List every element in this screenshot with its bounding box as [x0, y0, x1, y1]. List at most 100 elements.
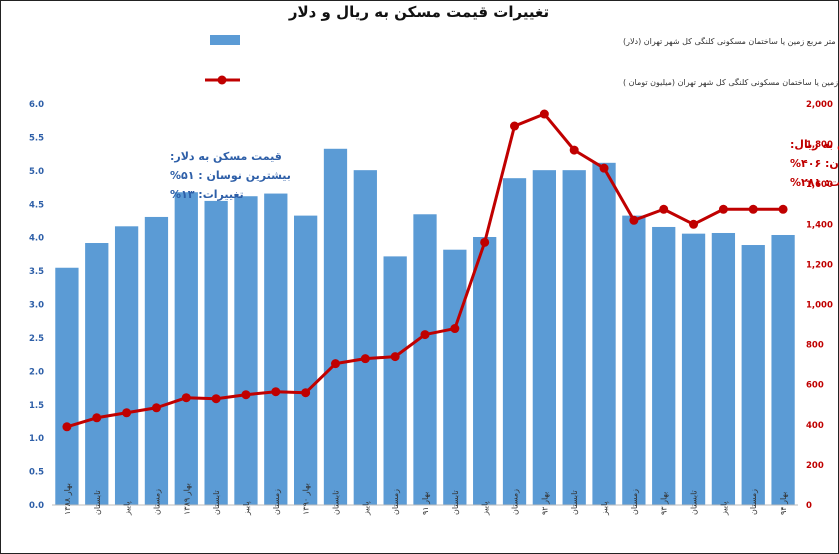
- bar-series: [55, 148, 795, 506]
- annotation-dollar-title: قیمت مسکن به دلار:: [170, 150, 282, 163]
- right-axis-tick-label: 1,000: [806, 301, 833, 311]
- annotation-rial-line2: تغییرات: ۲۸۱%: [790, 176, 839, 189]
- legend-bar-swatch: [210, 35, 240, 45]
- bar: [502, 178, 527, 505]
- line-point: [301, 388, 311, 398]
- line-point: [748, 204, 758, 214]
- left-axis-tick-label: 1.0: [29, 434, 44, 444]
- right-axis-tick-label: 1,400: [806, 220, 833, 230]
- line-point: [420, 330, 430, 340]
- line-point: [92, 413, 102, 423]
- bar: [204, 200, 228, 506]
- line-point: [62, 422, 72, 432]
- left-axis-tick-label: 2.0: [29, 367, 44, 377]
- bar: [473, 236, 497, 505]
- line-point: [211, 394, 221, 404]
- line-point: [629, 215, 639, 225]
- bar: [771, 234, 795, 505]
- bar: [323, 148, 348, 506]
- line-point: [360, 354, 370, 364]
- x-tick-label: بهار ۱۳۸۹: [182, 483, 191, 515]
- bar: [652, 226, 676, 505]
- annotation-rial-title: قیمت مسکن به ریال:: [790, 138, 839, 151]
- left-axis-tick-label: 0.5: [29, 468, 44, 478]
- x-tick-label: پاییز: [719, 501, 728, 516]
- line-point: [778, 204, 788, 214]
- left-axis-tick-label: 0.0: [29, 501, 44, 511]
- x-tick-label: زمستان: [630, 489, 639, 515]
- line-point: [271, 387, 281, 397]
- bar: [592, 162, 616, 505]
- x-tick-label: پاییز: [242, 501, 251, 516]
- x-tick-label: تابستان: [331, 490, 340, 515]
- line-point: [659, 204, 669, 214]
- bar: [353, 170, 377, 506]
- x-tick-label: زمستان: [272, 489, 281, 515]
- line-point: [510, 121, 520, 131]
- bar: [532, 170, 556, 506]
- line-point: [241, 390, 251, 400]
- line-point: [599, 163, 609, 173]
- legend-bar-label: میانگین فروش یک متر مربع زمین یا ساختمان…: [623, 36, 839, 46]
- x-tick-label: بهار ۱۳۸۸: [63, 483, 72, 515]
- bar: [681, 233, 706, 505]
- chart-title: تغییرات قیمت مسکن به ریال و دلار: [288, 3, 549, 21]
- right-axis-tick-label: 1,200: [806, 260, 833, 270]
- right-axis-tick-label: 800: [806, 341, 824, 351]
- line-point: [689, 219, 699, 229]
- bar: [144, 216, 169, 505]
- line-point: [569, 145, 579, 155]
- bar: [55, 267, 79, 505]
- line-series: [62, 109, 788, 432]
- bar: [174, 192, 198, 505]
- x-tick-label: بهار ۹۳: [660, 492, 669, 515]
- right-axis-tick-label: 2,000: [806, 100, 833, 110]
- right-axis-tick-label: 1,600: [806, 180, 833, 190]
- left-axis-tick-label: 3.5: [29, 267, 44, 277]
- right-axis-tick-label: 400: [806, 421, 824, 431]
- left-axis-tick-label: 2.5: [29, 334, 44, 344]
- bar: [562, 170, 586, 506]
- x-tick-label: پاییز: [361, 501, 370, 516]
- x-tick-label: تابستان: [212, 490, 221, 515]
- bar: [85, 243, 109, 505]
- x-tick-label: بهار ۹۴: [779, 492, 788, 515]
- line-point: [151, 403, 161, 413]
- annotation-rial: قیمت مسکن به ریال: بیشترین نوسان: ۴۰۶% ت…: [790, 138, 839, 189]
- line-point: [480, 237, 490, 247]
- x-tick-label: تابستان: [690, 490, 699, 515]
- legend: میانگین فروش یک متر مربع زمین یا ساختمان…: [205, 35, 839, 87]
- line-point: [390, 352, 400, 362]
- line-point: [450, 324, 460, 334]
- x-tick-label: پاییز: [600, 501, 609, 516]
- line-point: [122, 408, 132, 418]
- x-tick-label: زمستان: [749, 489, 758, 515]
- left-axis-tick-label: 5.0: [29, 167, 44, 177]
- x-tick-label: بهار ۹۲: [540, 492, 549, 515]
- x-tick-label: بهار ۹۱: [421, 492, 430, 515]
- left-axis-tick-label: 4.5: [29, 200, 44, 210]
- bar: [264, 193, 288, 505]
- x-tick-label: بهار ۱۳۹۰: [302, 483, 311, 515]
- right-axis-tick-label: 200: [806, 461, 824, 471]
- bar: [413, 214, 437, 505]
- right-axis: 0 200 400 600 800 1,000 1,200 1,400 1,600 1,800 2,…: [806, 100, 833, 511]
- right-axis-tick-label: 1,800: [806, 140, 833, 150]
- x-tick-label: تابستان: [93, 490, 102, 515]
- line-point: [330, 359, 340, 369]
- left-axis-tick-label: 3.0: [29, 301, 44, 311]
- x-tick-label: زمستان: [511, 489, 520, 515]
- line-point: [718, 204, 728, 214]
- left-axis-tick-label: 1.5: [29, 401, 44, 411]
- legend-line-label: میانگین فروش یک متر مربع زمین یا ساختمان…: [623, 77, 839, 87]
- bar: [383, 256, 407, 505]
- x-tick-label: پاییز: [481, 501, 490, 516]
- bar: [114, 226, 139, 505]
- bar: [443, 249, 467, 505]
- x-tick-label: پاییز: [123, 501, 132, 516]
- left-axis: 0.0 0.5 1.0 1.5 2.0 2.5 3.0 3.5 4.0 4.5 5.0 5.5 6.0: [29, 100, 44, 511]
- bar: [234, 196, 258, 506]
- annotation-dollar-line1: بیشترین نوسان : ۵۱%: [170, 169, 291, 182]
- annotation-dollar: قیمت مسکن به دلار: بیشترین نوسان : ۵۱% ت…: [170, 150, 291, 201]
- line-point: [181, 393, 191, 403]
